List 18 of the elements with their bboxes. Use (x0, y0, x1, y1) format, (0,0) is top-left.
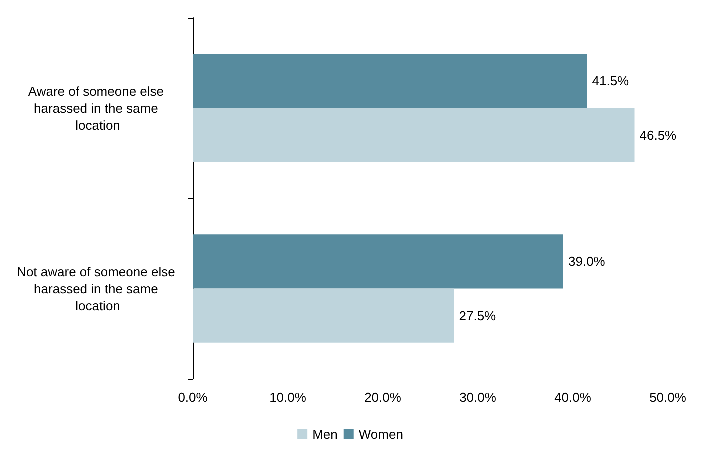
legend-label: Men (312, 427, 338, 442)
x-tick-label: 20.0% (364, 390, 402, 405)
data-label: 46.5% (640, 128, 678, 143)
x-tick-label: 30.0% (460, 390, 497, 405)
bar (193, 108, 635, 162)
data-label: 39.0% (568, 254, 606, 270)
bar (193, 54, 588, 108)
x-tick-label: 10.0% (270, 390, 307, 405)
y-tick-label: Aware of someone else harassed in the same location (28, 84, 168, 133)
x-tick-label: 50.0% (650, 390, 687, 405)
x-tick-label: 0.0% (178, 390, 208, 405)
x-tick-label: 40.0% (554, 390, 592, 405)
bar (193, 288, 454, 343)
bar (193, 234, 564, 289)
data-label: 41.5% (592, 74, 630, 89)
data-label: 27.5% (459, 308, 497, 324)
legend-label: Women (358, 427, 404, 442)
y-tick-label: Not aware of someone else harassed in the same location (17, 264, 179, 314)
